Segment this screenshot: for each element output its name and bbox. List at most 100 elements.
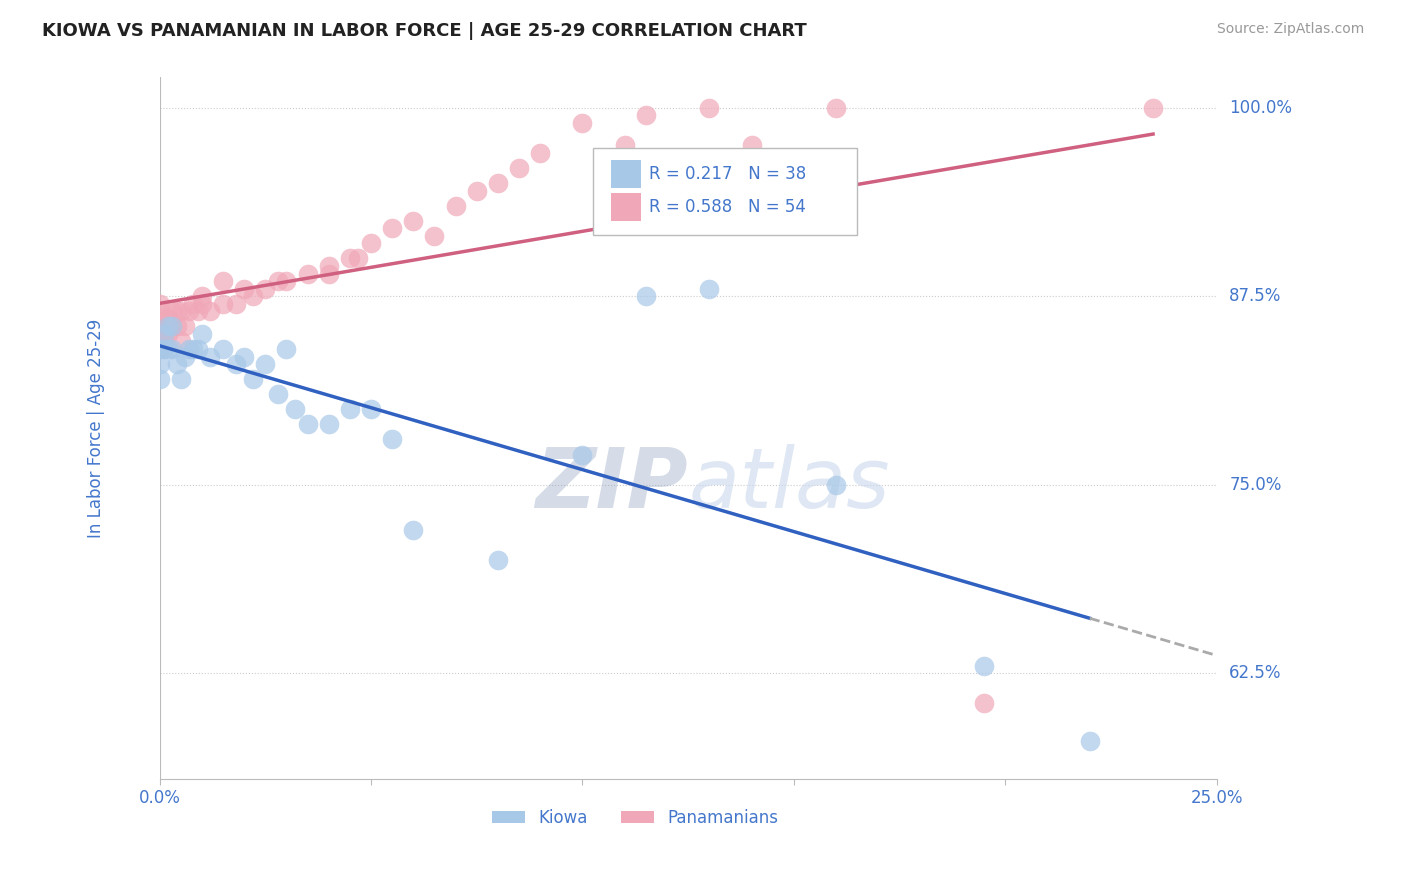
FancyBboxPatch shape	[593, 147, 858, 235]
Point	[149, 357, 172, 371]
Point	[153, 334, 176, 349]
Point	[297, 267, 319, 281]
Point	[157, 311, 180, 326]
Bar	[612, 161, 641, 188]
Point	[297, 417, 319, 432]
Point	[212, 296, 235, 310]
Text: 87.5%: 87.5%	[1229, 287, 1281, 305]
Point	[162, 304, 184, 318]
Point	[242, 289, 264, 303]
Point	[402, 523, 425, 537]
Point	[254, 282, 277, 296]
Point	[318, 417, 340, 432]
Point	[381, 221, 404, 235]
Point	[318, 267, 340, 281]
Legend: Kiowa, Panamanians: Kiowa, Panamanians	[485, 803, 786, 834]
Point	[149, 319, 172, 334]
Point	[529, 145, 551, 160]
Text: KIOWA VS PANAMANIAN IN LABOR FORCE | AGE 25-29 CORRELATION CHART: KIOWA VS PANAMANIAN IN LABOR FORCE | AGE…	[42, 22, 807, 40]
Point	[1142, 101, 1164, 115]
Point	[284, 402, 307, 417]
Point	[571, 448, 593, 462]
Point	[444, 199, 467, 213]
Text: 62.5%: 62.5%	[1229, 665, 1282, 682]
Point	[149, 304, 172, 318]
Point	[486, 553, 509, 567]
Point	[697, 101, 720, 115]
Point	[183, 342, 205, 356]
Text: R = 0.588   N = 54: R = 0.588 N = 54	[650, 198, 806, 216]
Text: ZIP: ZIP	[536, 444, 688, 524]
Point	[183, 296, 205, 310]
Point	[149, 342, 172, 356]
Point	[170, 372, 193, 386]
Point	[276, 274, 298, 288]
Point	[212, 274, 235, 288]
Point	[157, 319, 180, 334]
Point	[157, 326, 180, 341]
Point	[191, 289, 214, 303]
Point	[242, 372, 264, 386]
Point	[402, 213, 425, 227]
Point	[166, 304, 188, 318]
Point	[973, 697, 995, 711]
Point	[170, 334, 193, 349]
Text: atlas: atlas	[688, 444, 890, 524]
Point	[267, 274, 290, 288]
Point	[233, 350, 256, 364]
Point	[381, 433, 404, 447]
Point	[571, 116, 593, 130]
Point	[162, 319, 184, 334]
Point	[149, 372, 172, 386]
Point	[423, 228, 446, 243]
Point	[634, 108, 657, 122]
Point	[1078, 734, 1101, 748]
Point	[225, 296, 247, 310]
Text: R = 0.217   N = 38: R = 0.217 N = 38	[650, 165, 806, 183]
Point	[318, 259, 340, 273]
Point	[149, 311, 172, 326]
Point	[153, 342, 176, 356]
Point	[149, 296, 172, 310]
Point	[225, 357, 247, 371]
Point	[254, 357, 277, 371]
Text: In Labor Force | Age 25-29: In Labor Force | Age 25-29	[87, 318, 105, 538]
Point	[174, 350, 197, 364]
Point	[360, 236, 382, 251]
Point	[339, 252, 361, 266]
Point	[465, 184, 488, 198]
Point	[187, 342, 209, 356]
Point	[697, 282, 720, 296]
Point	[162, 342, 184, 356]
Point	[613, 138, 636, 153]
Text: 100.0%: 100.0%	[1229, 99, 1292, 117]
Point	[212, 342, 235, 356]
Point	[166, 319, 188, 334]
Point	[233, 282, 256, 296]
Bar	[612, 194, 641, 221]
Point	[508, 161, 530, 175]
Point	[276, 342, 298, 356]
Point	[191, 296, 214, 310]
Point	[153, 319, 176, 334]
Point	[634, 289, 657, 303]
Point	[187, 304, 209, 318]
Point	[157, 342, 180, 356]
Point	[339, 402, 361, 417]
Point	[200, 350, 222, 364]
Point	[486, 176, 509, 190]
Point	[149, 326, 172, 341]
Point	[149, 342, 172, 356]
Point	[179, 304, 201, 318]
Point	[267, 387, 290, 401]
Point	[825, 477, 848, 491]
Point	[825, 101, 848, 115]
Point	[162, 319, 184, 334]
Point	[149, 334, 172, 349]
Point	[166, 357, 188, 371]
Point	[174, 319, 197, 334]
Point	[360, 402, 382, 417]
Point	[170, 304, 193, 318]
Point	[153, 326, 176, 341]
Point	[347, 252, 370, 266]
